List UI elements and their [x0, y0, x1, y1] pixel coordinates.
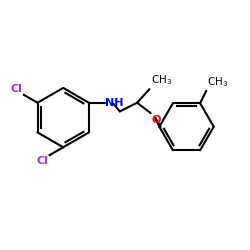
Text: Cl: Cl	[36, 156, 48, 166]
Text: CH$_3$: CH$_3$	[151, 74, 172, 87]
Text: O: O	[152, 115, 161, 125]
Text: Cl: Cl	[11, 84, 23, 94]
Text: NH: NH	[105, 98, 124, 108]
Text: CH$_3$: CH$_3$	[207, 75, 228, 89]
